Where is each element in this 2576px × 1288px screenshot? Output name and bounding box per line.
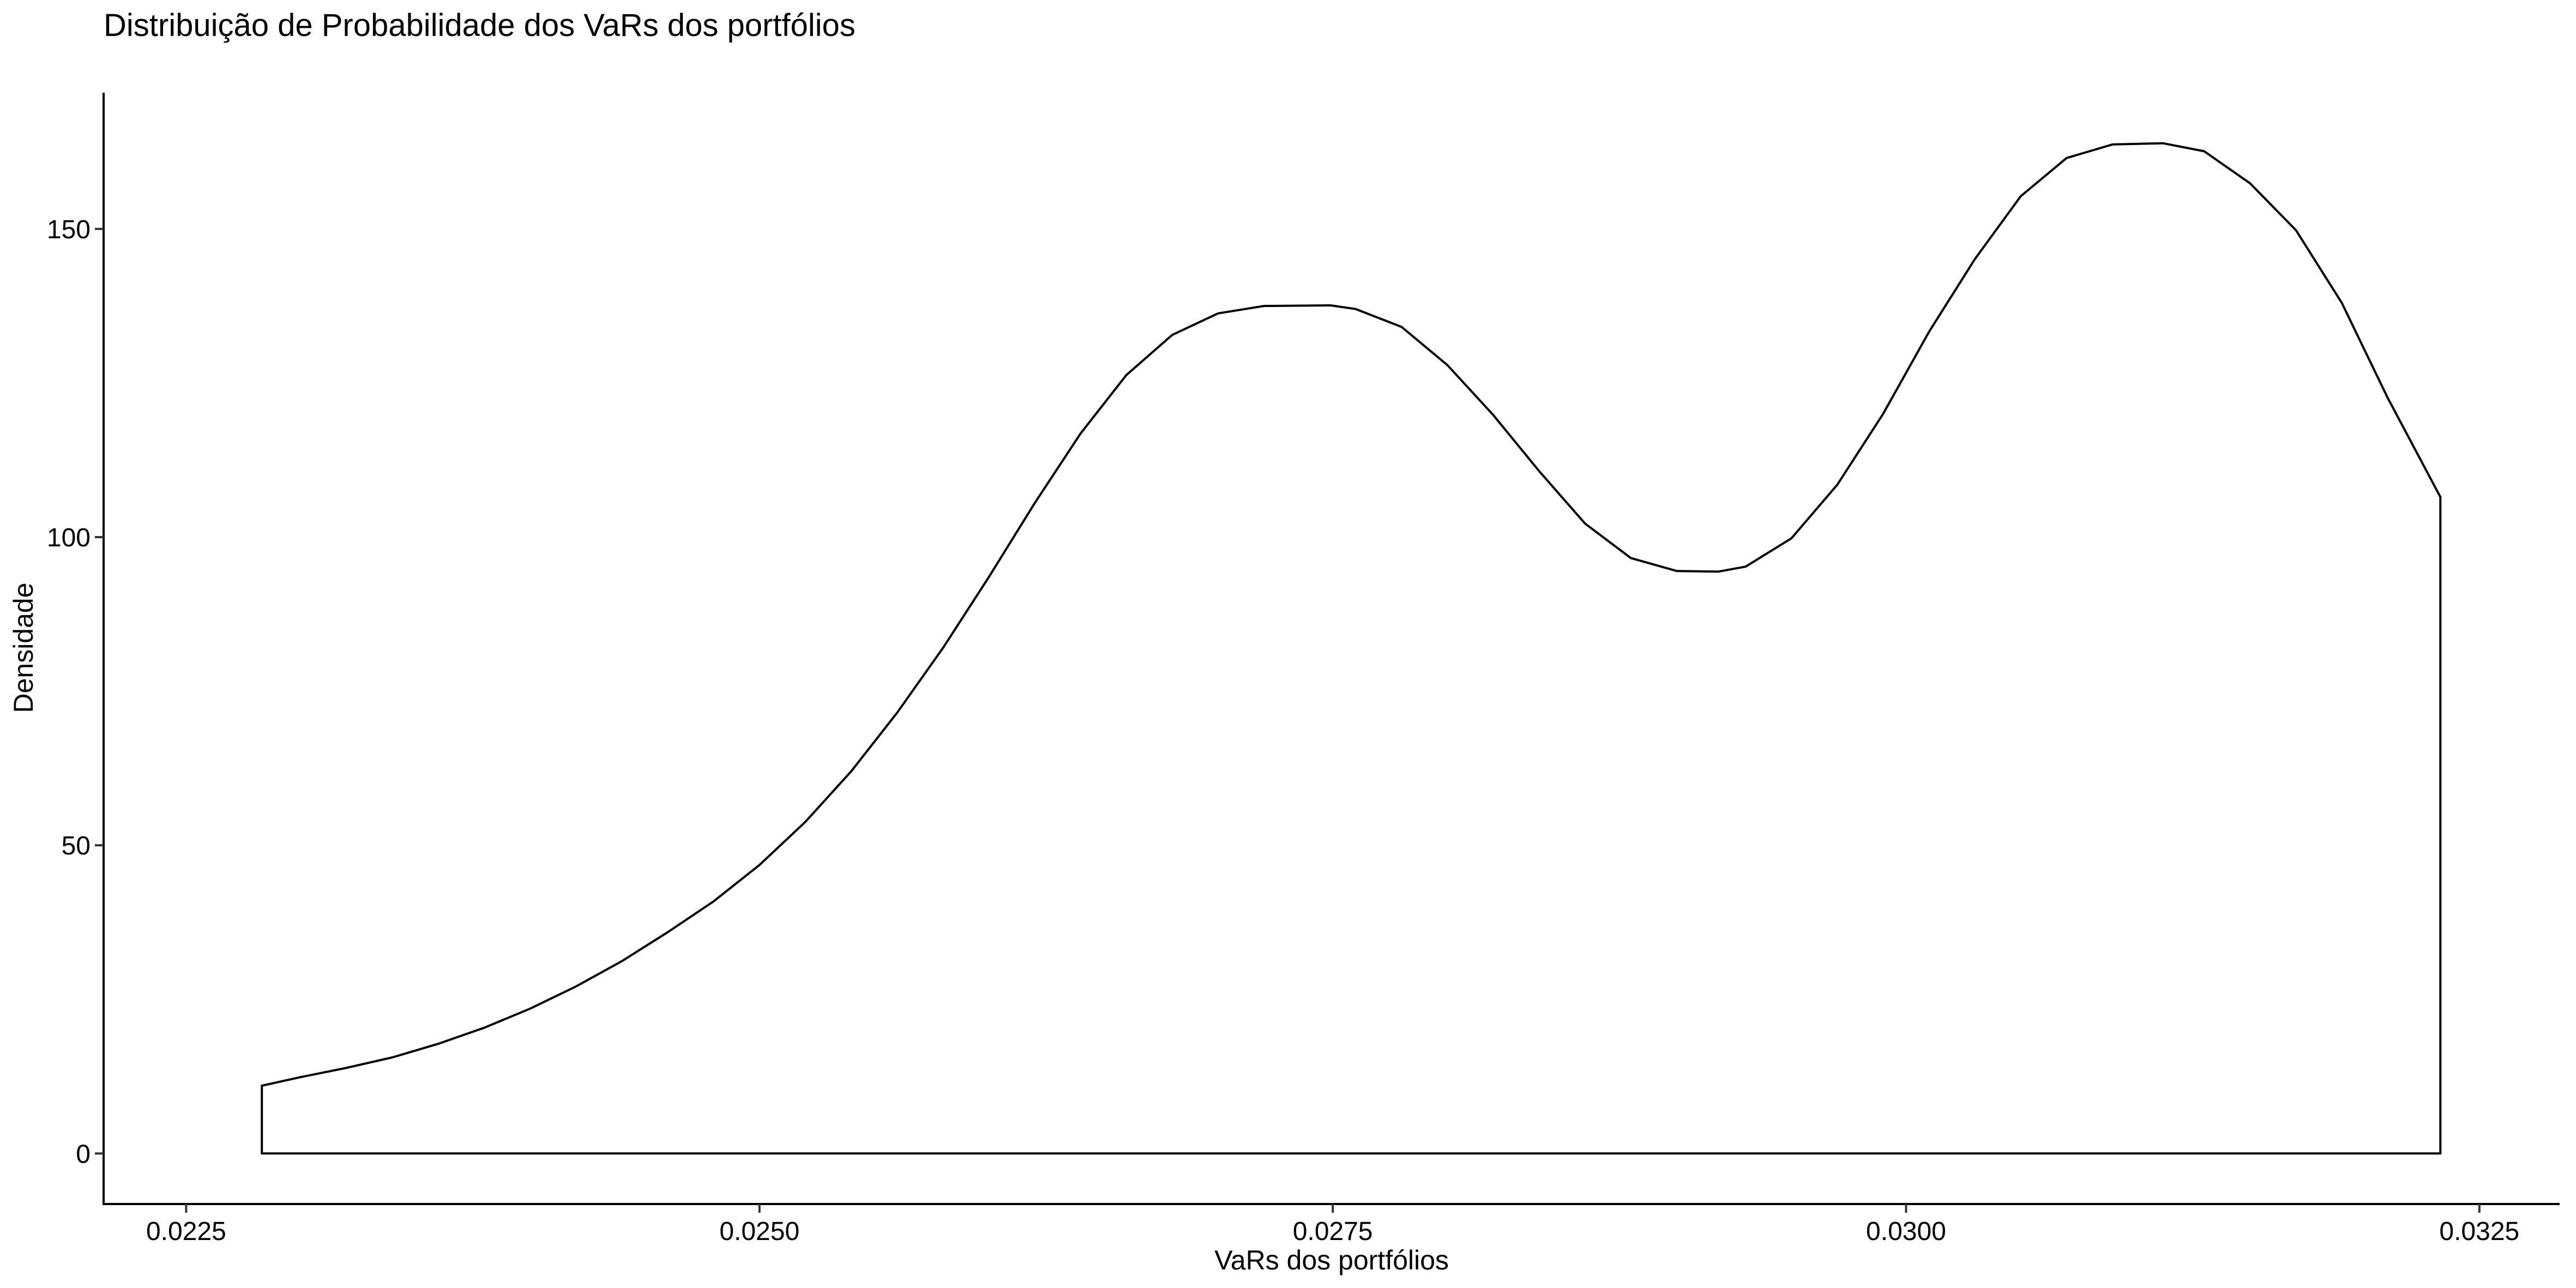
x-tick-label: 0.0275 (1293, 1217, 1373, 1246)
x-tick-label: 0.0250 (719, 1217, 799, 1246)
x-tick-label: 0.0300 (1866, 1217, 1946, 1246)
x-tick-label: 0.0225 (146, 1217, 226, 1246)
y-tick-label: 50 (62, 832, 91, 860)
chart-title: Distribuição de Probabilidade dos VaRs d… (104, 8, 856, 43)
x-axis-ticks: 0.0225 0.0250 0.0275 0.0300 0.0325 (146, 1204, 2519, 1246)
y-axis-title: Densidade (8, 582, 39, 713)
density-curve (261, 142, 2442, 1155)
y-axis-ticks: 0 50 100 150 (47, 215, 104, 1169)
y-tick-label: 150 (47, 215, 91, 244)
plot-area (261, 142, 2442, 1155)
y-tick-label: 100 (47, 523, 91, 552)
y-tick-label: 0 (76, 1140, 91, 1169)
x-axis-title: VaRs dos portfólios (1214, 1245, 1449, 1275)
x-tick-label: 0.0325 (2439, 1217, 2519, 1246)
